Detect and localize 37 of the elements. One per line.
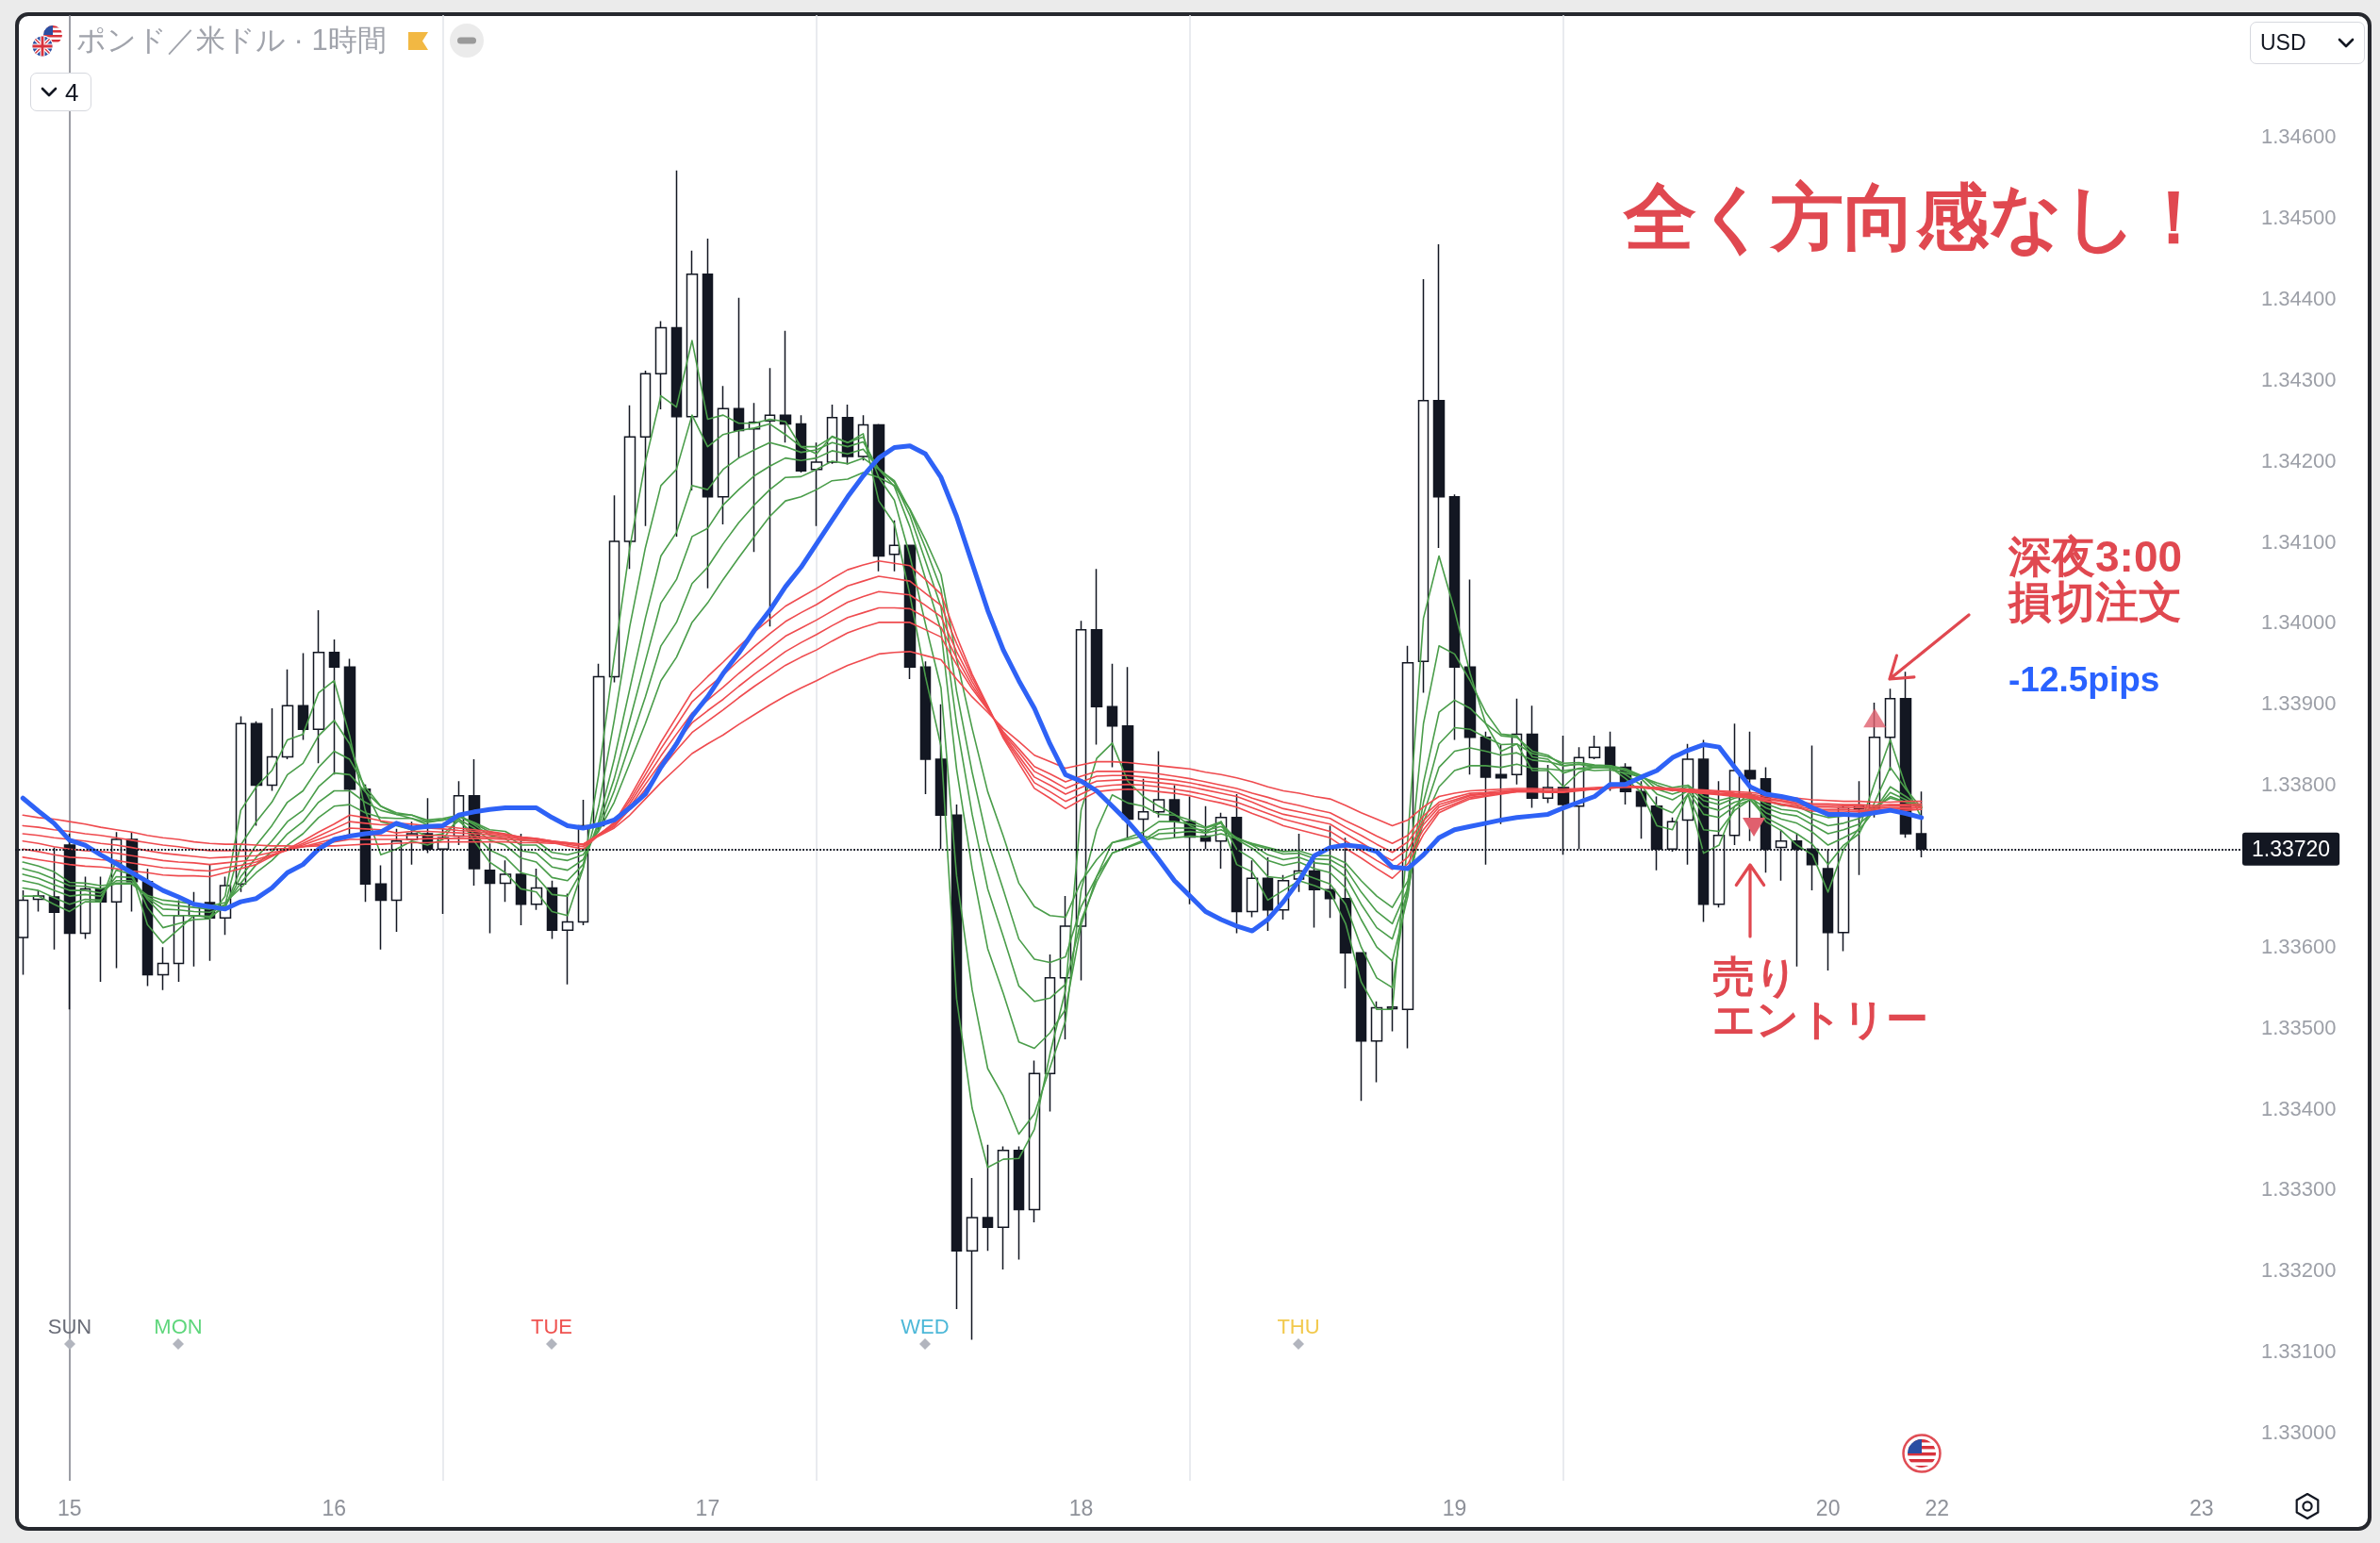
- y-tick-label: 1.33300: [2261, 1177, 2337, 1202]
- dropdown-button: 4: [30, 73, 91, 111]
- annotation: THU: [1277, 1314, 1320, 1338]
- annotation: MON: [154, 1314, 203, 1338]
- y-tick-label: 1.34100: [2261, 529, 2337, 554]
- y-tick-label: 1.33500: [2261, 1015, 2337, 1039]
- y-tick-label: 1.33400: [2261, 1096, 2337, 1120]
- x-tick-label: 20: [1815, 1495, 1841, 1520]
- x-tick-label: 15: [57, 1495, 82, 1520]
- y-tick-label: 1.34200: [2261, 448, 2337, 473]
- y-tick-label: 1.33900: [2261, 691, 2337, 716]
- x-tick-label: 18: [1068, 1495, 1094, 1520]
- y-tick-label: 1.33100: [2261, 1339, 2337, 1364]
- annotation: TUE: [531, 1314, 572, 1338]
- y-tick-label: 1.34600: [2261, 124, 2337, 149]
- ref-line-label: 1.33720: [2252, 837, 2331, 862]
- x-tick-label: 16: [322, 1495, 347, 1520]
- annotation: 深夜3:00損切注文: [2008, 532, 2183, 626]
- x-tick-label: 23: [2189, 1495, 2214, 1520]
- y-tick-label: 1.33600: [2261, 934, 2337, 958]
- y-tick-label: 1.34000: [2261, 610, 2337, 635]
- x-tick-label: 22: [1925, 1495, 1949, 1520]
- y-tick-label: 1.34500: [2261, 206, 2337, 230]
- x-tick-label: 17: [695, 1495, 720, 1520]
- x-tick-label: 19: [1442, 1495, 1467, 1520]
- chart-title: ポンド／米ドル · 1時間: [76, 24, 387, 58]
- dropdown-button: USD: [2250, 22, 2365, 64]
- y-tick-label: 1.34300: [2261, 367, 2337, 391]
- y-tick-label: 1.33000: [2261, 1419, 2337, 1444]
- annotation: 4: [65, 77, 79, 107]
- annotation: WED: [901, 1314, 950, 1338]
- annotation: -12.5pips: [2008, 660, 2160, 700]
- y-tick-label: 1.34400: [2261, 287, 2337, 310]
- y-tick-label: 1.33800: [2261, 772, 2337, 797]
- y-tick-label: 1.33200: [2261, 1258, 2337, 1283]
- annotation: 売りエントリー: [1712, 953, 1928, 1043]
- annotation: 全く方向感なし！: [1624, 176, 2210, 257]
